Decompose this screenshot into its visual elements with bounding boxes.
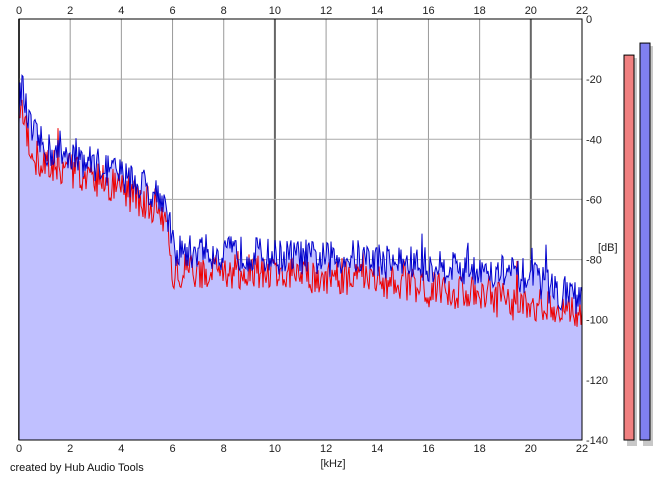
footer-credit: created by Hub Audio Tools bbox=[10, 462, 144, 474]
level-meter-0 bbox=[623, 54, 635, 441]
x-tick-top-8: 16 bbox=[422, 5, 434, 17]
y-tick-labels: 0 -20 -40 -60 -80 -100 -120 -140 bbox=[586, 14, 608, 447]
x-tick-top-10: 20 bbox=[525, 5, 537, 17]
y-tick-0: 0 bbox=[586, 14, 592, 26]
x-tick-top-11: 22 bbox=[576, 5, 588, 17]
x-tick-top-3: 6 bbox=[169, 5, 175, 17]
x-tick-bottom-5: 10 bbox=[269, 443, 281, 455]
series-lines bbox=[18, 74, 583, 327]
y-axis-label: [dB] bbox=[598, 242, 618, 254]
x-tick-bottom-9: 18 bbox=[474, 443, 486, 455]
y-tick-1: -20 bbox=[586, 74, 602, 86]
x-tick-bottom-3: 6 bbox=[169, 443, 175, 455]
y-tick-6: -120 bbox=[586, 375, 608, 387]
x-tick-top-6: 12 bbox=[320, 5, 332, 17]
x-tick-bottom-4: 8 bbox=[221, 443, 227, 455]
x-tick-bottom-7: 14 bbox=[371, 443, 383, 455]
x-tick-bottom-0: 0 bbox=[16, 443, 22, 455]
series-line-red bbox=[18, 99, 583, 327]
x-tick-top-1: 2 bbox=[67, 5, 73, 17]
y-tick-5: -100 bbox=[586, 315, 608, 327]
x-tick-bottom-2: 4 bbox=[118, 443, 124, 455]
level-meters bbox=[623, 42, 653, 447]
x-tick-bottom-1: 2 bbox=[67, 443, 73, 455]
x-axis-label: [kHz] bbox=[320, 458, 345, 470]
series-line-blue bbox=[18, 74, 583, 314]
x-tick-top-4: 8 bbox=[221, 5, 227, 17]
x-tick-bottom-6: 12 bbox=[320, 443, 332, 455]
y-tick-2: -40 bbox=[586, 134, 602, 146]
y-tick-3: -60 bbox=[586, 194, 602, 206]
x-tick-labels-top: 0 2 4 6 8 10 12 14 16 18 20 22 bbox=[16, 5, 588, 17]
plot-border bbox=[18, 18, 583, 441]
x-tick-bottom-11: 22 bbox=[576, 443, 588, 455]
x-tick-top-0: 0 bbox=[16, 5, 22, 17]
x-tick-bottom-10: 20 bbox=[525, 443, 537, 455]
x-tick-top-2: 4 bbox=[118, 5, 124, 17]
x-tick-top-9: 18 bbox=[474, 5, 486, 17]
y-tick-7: -140 bbox=[586, 435, 608, 447]
level-meter-1 bbox=[639, 42, 651, 441]
x-tick-bottom-8: 16 bbox=[422, 443, 434, 455]
y-tick-4: -80 bbox=[586, 255, 602, 267]
x-tick-top-7: 14 bbox=[371, 5, 383, 17]
x-tick-top-5: 10 bbox=[269, 5, 281, 17]
x-tick-labels-bottom: 0 2 4 6 8 10 12 14 16 18 20 22 bbox=[16, 443, 588, 455]
